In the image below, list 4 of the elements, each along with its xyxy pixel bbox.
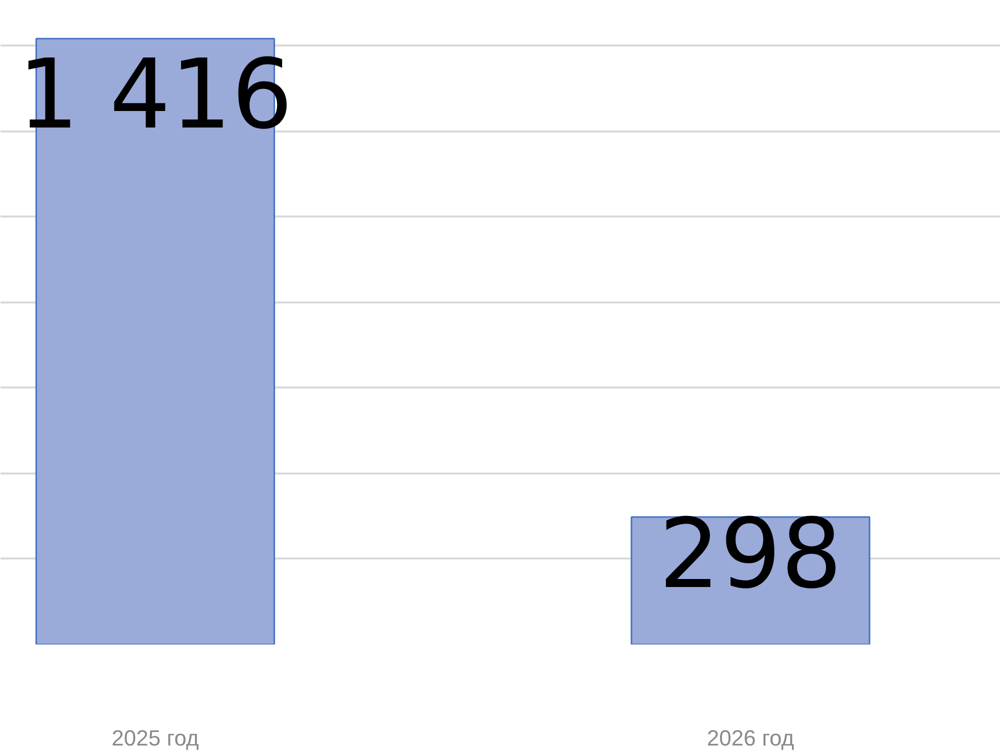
data-label: 298 — [658, 498, 842, 610]
x-tick-label: 2025 год — [112, 726, 200, 750]
data-label: 1 416 — [18, 38, 293, 151]
x-tick-label: 2026 год — [706, 726, 794, 750]
